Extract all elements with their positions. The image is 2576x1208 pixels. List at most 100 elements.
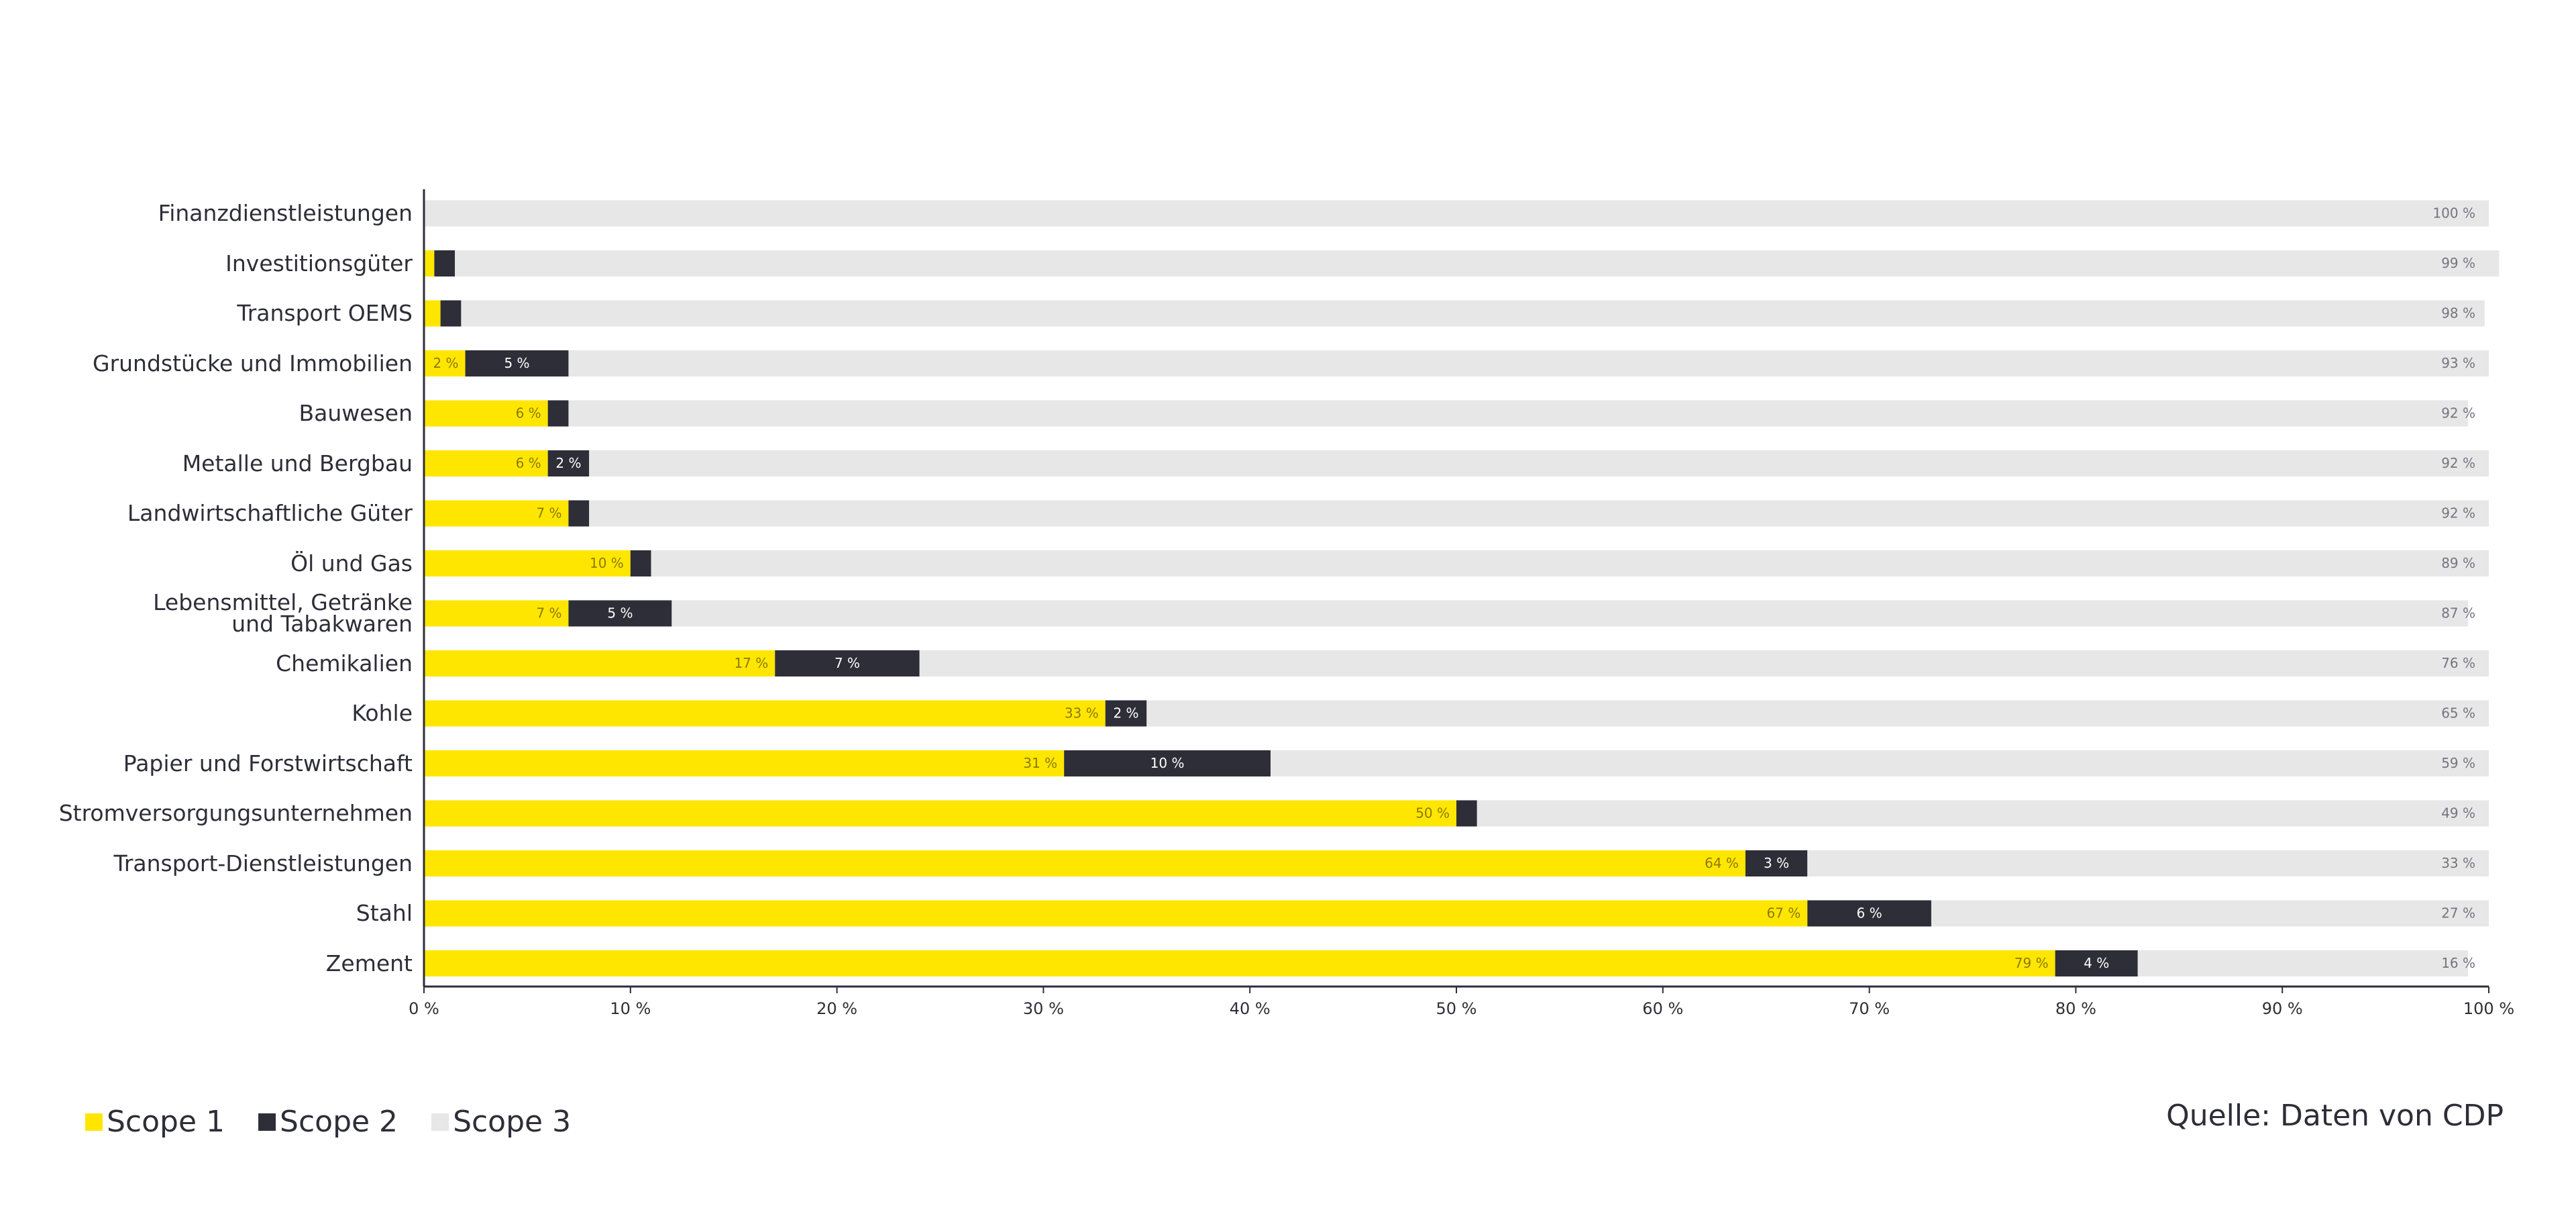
- bar-segment: [1477, 800, 2489, 827]
- bar-segment: [1064, 750, 1271, 776]
- bar-segment: [1105, 700, 1147, 727]
- category-label: Stromversorgungsunternehmen: [58, 800, 413, 826]
- value-label: 10 %: [590, 555, 624, 571]
- bar-segment: [440, 300, 462, 327]
- value-label: 17 %: [734, 655, 768, 671]
- bar-segment: [424, 250, 435, 276]
- bar-segment: [1456, 800, 1477, 827]
- bar-segment: [424, 300, 441, 327]
- bar-segment: [424, 600, 569, 627]
- x-tick-label: 100 %: [2463, 999, 2514, 1018]
- value-label: 2 %: [433, 355, 458, 371]
- category-label: Stahl: [356, 900, 413, 926]
- bar-segment: [775, 650, 920, 676]
- value-label: 5 %: [504, 355, 529, 371]
- value-label: 92 %: [2441, 455, 2475, 471]
- category-label: Bauwesen: [299, 400, 413, 426]
- bar-segment: [424, 950, 2055, 976]
- value-label: 79 %: [2015, 955, 2049, 971]
- value-label: 92 %: [2441, 505, 2475, 521]
- x-tick-label: 30 %: [1023, 999, 1064, 1018]
- value-label: 64 %: [1705, 855, 1739, 871]
- value-label: 6 %: [516, 405, 541, 421]
- legend-label: Scope 2: [280, 1105, 398, 1139]
- legend-label: Scope 3: [453, 1105, 571, 1139]
- bar-segment: [919, 650, 2489, 676]
- x-tick-label: 0 %: [409, 999, 439, 1018]
- category-label: Investitionsgüter: [225, 250, 413, 276]
- value-label: 5 %: [607, 605, 633, 621]
- bar-segment: [547, 400, 569, 427]
- category-label: Chemikalien: [276, 650, 413, 676]
- value-label: 16 %: [2441, 955, 2475, 971]
- bar-segment: [589, 500, 2489, 527]
- bar-segment: [568, 400, 2469, 427]
- bar-segment: [424, 350, 466, 376]
- bar-segment: [568, 350, 2489, 376]
- bar-segment: [455, 250, 2500, 276]
- bar-segment: [1745, 850, 1808, 876]
- value-label: 27 %: [2441, 905, 2475, 921]
- legend-swatch: [258, 1113, 276, 1131]
- source-note: Quelle: Daten von CDP: [2166, 1099, 2504, 1133]
- category-label: Öl und Gas: [290, 550, 413, 576]
- value-label: 49 %: [2441, 805, 2475, 821]
- category-label: Papier und Forstwirtschaft: [123, 750, 413, 776]
- bar-segment: [424, 500, 569, 527]
- value-label: 10 %: [1150, 755, 1185, 771]
- value-label: 33 %: [2441, 855, 2475, 871]
- category-label: Finanzdienstleistungen: [158, 200, 413, 226]
- x-tick-label: 20 %: [816, 999, 857, 1018]
- value-label: 2 %: [555, 455, 581, 471]
- category-label: Transport-Dienstleistungen: [113, 850, 413, 876]
- category-label: Kohle: [352, 700, 413, 726]
- bar-segment: [424, 800, 1456, 827]
- bar-segment: [424, 200, 2489, 227]
- value-label: 31 %: [1023, 755, 1057, 771]
- x-tick-label: 80 %: [2055, 999, 2096, 1018]
- value-label: 98 %: [2441, 305, 2475, 321]
- value-label: 67 %: [1766, 905, 1801, 921]
- bar-segment: [547, 450, 590, 476]
- legend-label: Scope 1: [107, 1105, 225, 1139]
- legend-swatch: [85, 1113, 103, 1131]
- value-label: 89 %: [2441, 555, 2475, 571]
- value-label: 33 %: [1065, 705, 1099, 721]
- value-label: 76 %: [2441, 655, 2475, 671]
- bar-segment: [568, 600, 672, 627]
- value-label: 65 %: [2441, 705, 2475, 721]
- x-tick-label: 50 %: [1436, 999, 1477, 1018]
- value-label: 2 %: [1113, 705, 1138, 721]
- bar-segment: [1807, 900, 1931, 927]
- x-tick-label: 10 %: [610, 999, 651, 1018]
- category-label: Transport OEMS: [237, 300, 413, 326]
- bar-segment: [434, 250, 455, 276]
- category-label: Lebensmittel, Getränke und Tabakwaren: [153, 589, 413, 637]
- bar-segment: [424, 750, 1065, 776]
- bar-segment: [465, 350, 569, 376]
- bar-segment: [672, 600, 2469, 627]
- bar-segment: [630, 550, 651, 576]
- bar-segment: [1931, 900, 2489, 927]
- value-label: 3 %: [1764, 855, 1789, 871]
- value-label: 99 %: [2441, 255, 2475, 271]
- bar-segment: [424, 550, 631, 576]
- bar-segment: [2137, 950, 2469, 976]
- value-label: 7 %: [835, 655, 860, 671]
- x-tick-label: 90 %: [2262, 999, 2303, 1018]
- value-label: 59 %: [2441, 755, 2475, 771]
- x-tick-label: 40 %: [1230, 999, 1271, 1018]
- bar-segment: [424, 450, 548, 476]
- x-tick-label: 70 %: [1849, 999, 1890, 1018]
- bar-segment: [424, 700, 1106, 727]
- bar-segment: [651, 550, 2489, 576]
- value-label: 6 %: [1857, 905, 1882, 921]
- bar-segment: [424, 650, 775, 676]
- category-label: Landwirtschaftliche Güter: [127, 500, 413, 526]
- bar-segment: [2055, 950, 2138, 976]
- value-label: 7 %: [536, 605, 561, 621]
- bar-segment: [568, 500, 590, 527]
- value-label: 92 %: [2441, 405, 2475, 421]
- bar-segment: [1807, 850, 2489, 876]
